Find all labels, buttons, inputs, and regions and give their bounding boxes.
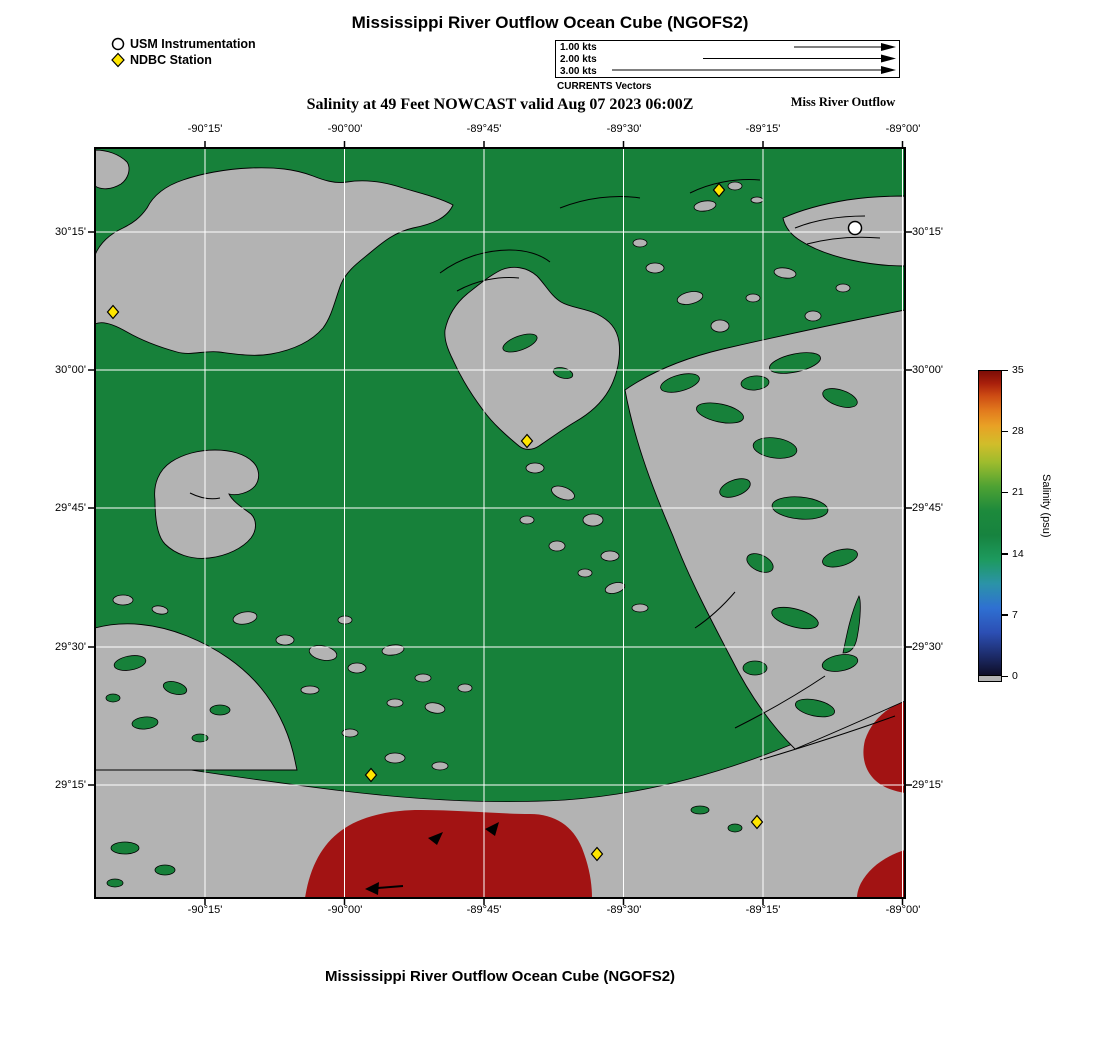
colorbar-axis-label: Salinity (psu)	[1040, 474, 1052, 538]
colorbar-tick	[1002, 614, 1008, 616]
colorbar-tick-label: 0	[1012, 670, 1018, 682]
map-border	[94, 147, 906, 899]
channel-lines-layer	[189, 179, 896, 761]
legend-label-ndbc: NDBC Station	[130, 53, 212, 67]
x-tick-label-bottom: -90°15'	[187, 904, 223, 916]
figure-title-top: Mississippi River Outflow Ocean Cube (NG…	[351, 13, 749, 32]
ndbc-station-marker	[106, 304, 120, 320]
y-tick-label-right: 29°45'	[912, 502, 943, 514]
x-tick-label-bottom: -89°15'	[745, 904, 781, 916]
x-tick-label-bottom: -89°30'	[606, 904, 642, 916]
figure-title-bottom: Mississippi River Outflow Ocean Cube (NG…	[324, 968, 676, 985]
x-tick-label-top: -89°00'	[885, 123, 921, 135]
ndbc-station-marker	[590, 846, 604, 862]
y-tick-label-left: 29°30'	[55, 641, 86, 653]
colorbar-below-range	[978, 676, 1002, 682]
figure-subtitle: Salinity at 49 Feet NOWCAST valid Aug 07…	[306, 96, 694, 113]
colorbar-gradient	[978, 370, 1002, 676]
usm-circle-icon	[111, 37, 125, 51]
colorbar-tick	[1002, 553, 1008, 555]
vector-scale-caption: CURRENTS Vectors	[557, 81, 652, 92]
legend-label-usm: USM Instrumentation	[130, 37, 256, 51]
map-content	[95, 148, 905, 898]
map-plot	[88, 141, 912, 905]
colorbar-tick-label: 28	[1012, 425, 1024, 437]
landmass-center	[444, 266, 620, 450]
legend-row-usm: USM Instrumentation	[110, 36, 256, 52]
map-symbol-legend: USM Instrumentation NDBC Station	[110, 36, 256, 68]
stations-layer	[106, 182, 863, 862]
x-tick-label-bottom: -89°45'	[466, 904, 502, 916]
ndbc-station-marker	[520, 433, 534, 449]
x-tick-label-top: -90°15'	[187, 123, 223, 135]
landmass-northeast	[782, 195, 905, 267]
marsh-islands-layer	[112, 181, 851, 771]
legend-row-ndbc: NDBC Station	[110, 52, 256, 68]
y-tick-label-right: 29°15'	[912, 779, 943, 791]
landmass-west-islets	[154, 449, 260, 559]
vector-scale-3kt-label: 3.00 kts	[560, 66, 597, 77]
graticule-grid	[95, 148, 905, 898]
landmass-corner-nw	[95, 149, 130, 190]
x-tick-label-top: -89°15'	[745, 123, 781, 135]
x-tick-label-bottom: -90°00'	[327, 904, 363, 916]
colorbar-tick-label: 7	[1012, 609, 1018, 621]
high-salinity-plume	[305, 810, 592, 898]
y-tick-label-right: 30°00'	[912, 364, 943, 376]
ndbc-station-marker	[364, 767, 378, 783]
axis-tick-marks	[88, 141, 912, 905]
colorbar-tick	[1002, 369, 1008, 371]
x-tick-label-bottom: -89°00'	[885, 904, 921, 916]
colorbar-tick-label: 35	[1012, 364, 1024, 376]
high-salinity-corner-patch	[857, 850, 905, 898]
colorbar-tick-label: 14	[1012, 548, 1024, 560]
vector-scale-arrows	[612, 43, 896, 74]
y-tick-label-left: 30°00'	[55, 364, 86, 376]
current-arrows	[365, 822, 499, 895]
vector-scale-1kt-label: 1.00 kts	[560, 42, 597, 53]
y-tick-label-left: 29°45'	[55, 502, 86, 514]
water-patches-layer	[105, 333, 861, 888]
region-label: Miss River Outflow	[790, 95, 896, 109]
y-tick-label-right: 29°30'	[912, 641, 943, 653]
colorbar-tick	[1002, 430, 1008, 433]
vector-scale-2kt-label: 2.00 kts	[560, 54, 597, 65]
current-vector-scale-box: 1.00 kts 2.00 kts 3.00 kts	[555, 40, 900, 78]
colorbar	[978, 370, 1002, 682]
x-tick-label-top: -89°30'	[606, 123, 642, 135]
colorbar-tick-label: 21	[1012, 486, 1024, 498]
y-tick-label-left: 29°15'	[55, 779, 86, 791]
x-tick-label-top: -90°00'	[327, 123, 363, 135]
ndbc-station-marker	[712, 182, 726, 198]
y-tick-label-left: 30°15'	[55, 226, 86, 238]
x-tick-label-top: -89°45'	[466, 123, 502, 135]
colorbar-tick	[1002, 491, 1008, 494]
colorbar-tick	[1002, 675, 1008, 677]
usm-instrumentation-marker	[847, 220, 863, 236]
y-tick-label-right: 30°15'	[912, 226, 943, 238]
ndbc-station-marker	[750, 814, 764, 830]
ndbc-diamond-icon	[111, 52, 125, 68]
landmass-northwest	[95, 167, 454, 356]
